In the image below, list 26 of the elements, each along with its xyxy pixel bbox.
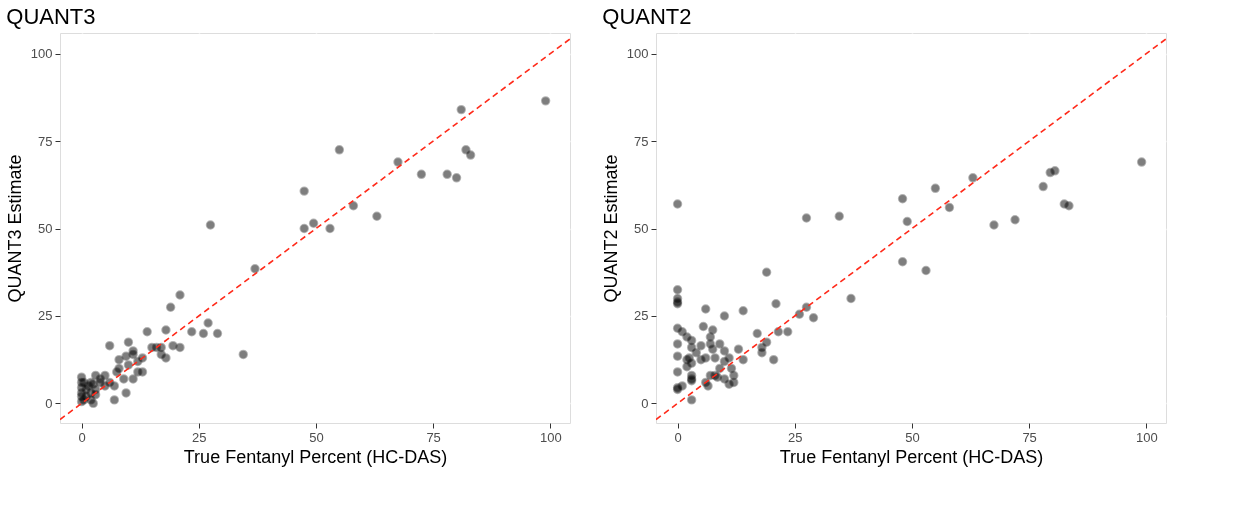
x-tick-label: 75: [1022, 429, 1037, 445]
x-tick-label: 75: [426, 429, 441, 445]
x-axis-title: True Fentanyl Percent (HC-DAS): [779, 446, 1044, 467]
y-tick-label: 0: [641, 395, 649, 411]
y-tick-label: 0: [45, 395, 53, 411]
y-tick-label: 25: [634, 308, 649, 324]
chart-title: QUANT3: [6, 4, 96, 29]
x-tick-label: 0: [674, 429, 682, 445]
x-tick-label: 50: [309, 429, 324, 445]
y-tick-label: 100: [626, 46, 649, 62]
y-tick-label: 25: [38, 308, 53, 324]
y-axis-title: QUANT2 Estimate: [600, 154, 621, 303]
chart-title: QUANT2: [602, 4, 692, 29]
y-axis-title: QUANT3 Estimate: [4, 154, 25, 303]
y-tick-label: 100: [30, 46, 53, 62]
x-axis-title: True Fentanyl Percent (HC-DAS): [183, 446, 448, 467]
x-tick-label: 100: [1135, 429, 1158, 445]
y-tick-label: 75: [634, 133, 649, 149]
y-tick-label: 50: [38, 221, 53, 237]
x-tick-label: 25: [788, 429, 803, 445]
x-tick-label: 50: [905, 429, 920, 445]
x-tick-label: 100: [539, 429, 562, 445]
y-tick-label: 50: [634, 221, 649, 237]
x-tick-label: 25: [192, 429, 207, 445]
x-tick-label: 0: [78, 429, 86, 445]
y-tick-label: 75: [38, 133, 53, 149]
